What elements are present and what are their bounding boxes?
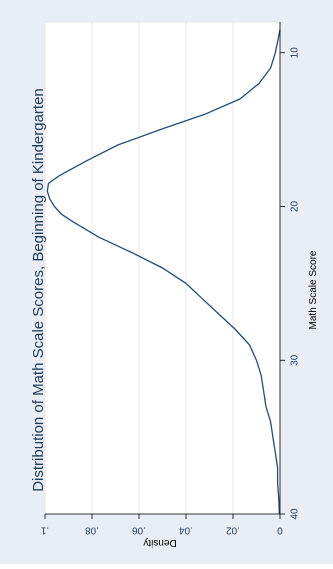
y-axis-label: Density [143,537,176,548]
chart-title: Distribution of Math Scale Scores, Begin… [30,88,47,492]
x-axis: 10 20 30 40 [279,22,301,520]
y-tick-label: .02 [226,525,240,536]
y-tick-label: .1 [40,525,49,536]
y-tick-label: .08 [85,525,99,536]
y-tick-label: .06 [132,525,146,536]
y-tick-label: .04 [179,525,193,536]
gridlines [44,22,234,514]
density-curve [46,29,281,515]
x-axis-label: Math Scale Score [308,250,319,329]
x-tick-label: 20 [290,201,301,213]
y-axis: 0 .02 .04 .06 .08 .1 [40,513,283,536]
x-tick-label: 30 [290,354,301,366]
x-tick-label: 40 [290,508,301,520]
y-tick-label: 0 [277,525,283,536]
x-tick-label: 10 [290,47,301,59]
